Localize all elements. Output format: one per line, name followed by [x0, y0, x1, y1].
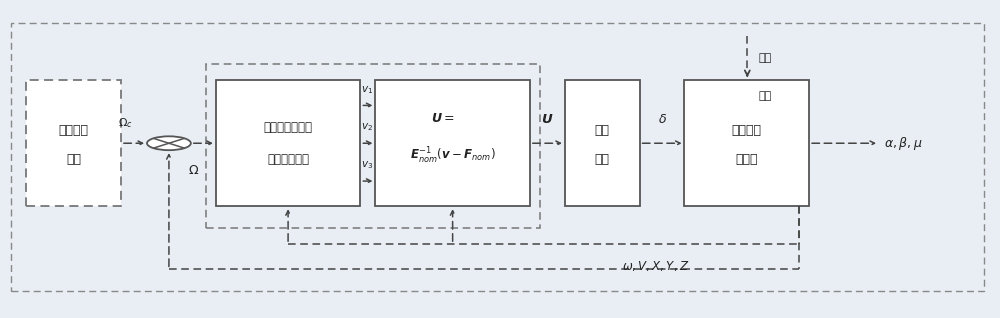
Text: 扰动: 扰动: [759, 91, 772, 101]
Text: 指令: 指令: [66, 153, 81, 165]
Text: 模姿态控制器: 模姿态控制器: [267, 153, 309, 165]
Text: 制导回路: 制导回路: [59, 124, 89, 137]
Bar: [26, 80, 121, 206]
Text: $\omega,V,X,Y,Z$: $\omega,V,X,Y,Z$: [622, 259, 690, 273]
Circle shape: [147, 136, 191, 150]
Text: $\boldsymbol{U}=$: $\boldsymbol{U}=$: [431, 112, 455, 125]
Text: 再入飞行: 再入飞行: [732, 124, 762, 137]
Text: $\boldsymbol{U}$: $\boldsymbol{U}$: [541, 113, 554, 126]
Text: $\delta$: $\delta$: [658, 113, 667, 126]
Text: $v_1$: $v_1$: [361, 84, 374, 95]
Text: 外部: 外部: [759, 53, 772, 63]
Bar: [684, 80, 809, 206]
Bar: [565, 80, 640, 206]
Text: $\Omega_{c}$: $\Omega_{c}$: [118, 116, 132, 130]
Text: $\boldsymbol{E}_{nom}^{-1}(\boldsymbol{v}-\boldsymbol{F}_{nom})$: $\boldsymbol{E}_{nom}^{-1}(\boldsymbol{v…: [410, 146, 496, 166]
Text: $v_2$: $v_2$: [361, 121, 373, 133]
Text: $\Omega$: $\Omega$: [188, 164, 199, 177]
Bar: [375, 80, 530, 206]
Text: 指数时变二阶滑: 指数时变二阶滑: [264, 121, 313, 134]
Text: 器模型: 器模型: [736, 153, 758, 165]
Text: $\alpha,\beta,\mu$: $\alpha,\beta,\mu$: [884, 135, 922, 152]
Text: 分配: 分配: [595, 153, 610, 165]
Text: $v_3$: $v_3$: [361, 159, 374, 171]
Text: 控制: 控制: [595, 124, 610, 137]
Bar: [216, 80, 360, 206]
Bar: [11, 24, 984, 291]
Bar: [206, 65, 540, 228]
